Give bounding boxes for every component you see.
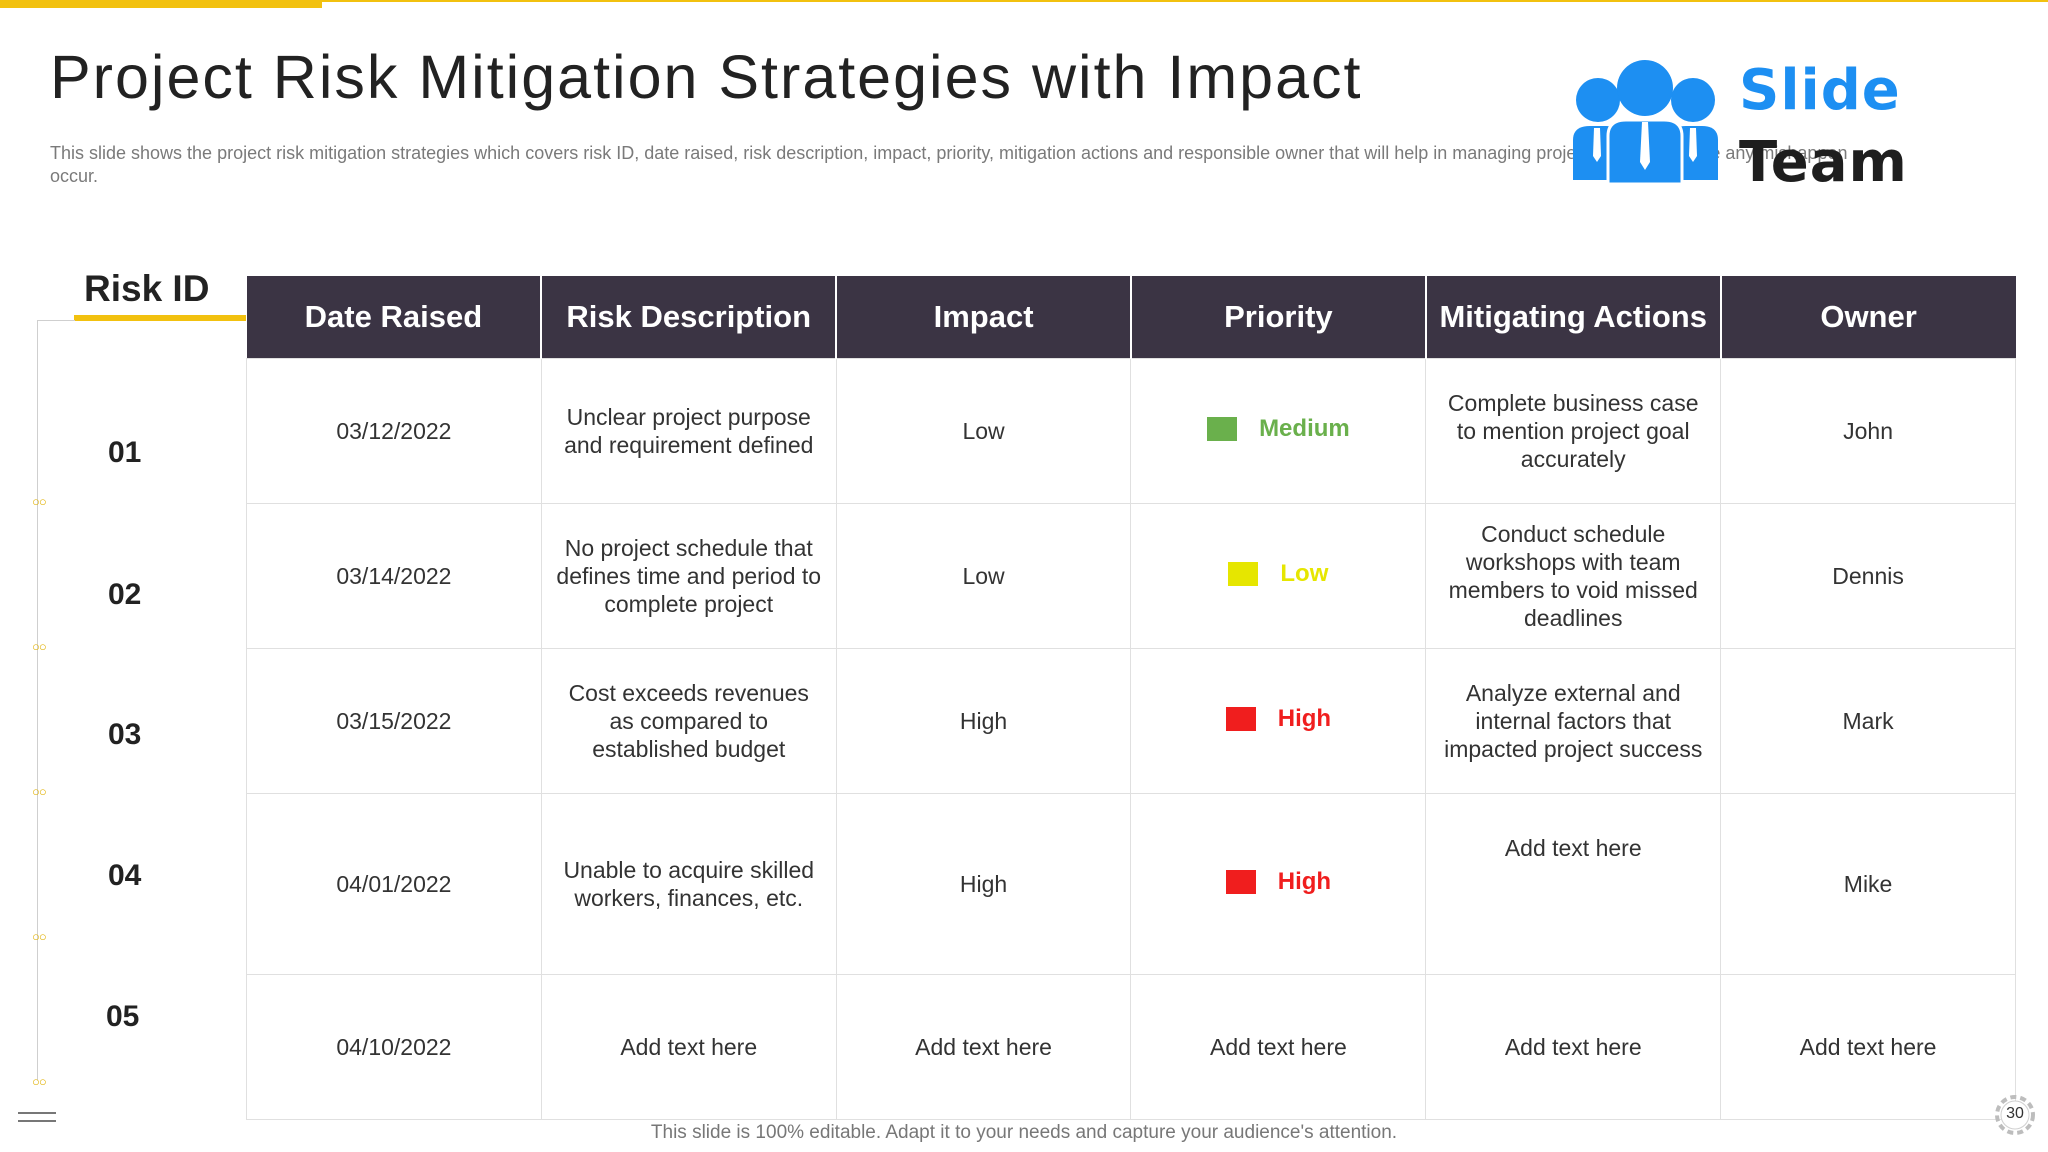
risk-table: Date Raised Risk Description Impact Prio… xyxy=(246,276,2016,1120)
cell-owner: Mark xyxy=(1720,648,2016,794)
cell-impact: Low xyxy=(835,503,1132,649)
cell-action: Analyze external and internal factors th… xyxy=(1425,648,1722,794)
priority-color-square xyxy=(1228,562,1259,586)
timeline-dots: ○○ xyxy=(32,929,47,944)
page-number-badge: 30 xyxy=(1990,1090,2040,1140)
logo-text-team: Team xyxy=(1739,130,1908,195)
gear-icon xyxy=(1995,1095,2035,1135)
cell-priority: Low xyxy=(1130,503,1427,649)
col-header-owner: Owner xyxy=(1719,276,2016,359)
cell-action: Add text here xyxy=(1425,974,1722,1120)
risk-id-05: 05 xyxy=(106,1000,140,1033)
cell-date: 04/01/2022 xyxy=(246,793,542,975)
priority-indicator: High xyxy=(1225,705,1332,733)
cell-action: Complete business case to mention projec… xyxy=(1425,358,1722,504)
table-row: 03/12/2022 Unclear project purpose and r… xyxy=(246,358,2016,504)
risk-id-03: 03 xyxy=(108,718,142,751)
team-people-icon xyxy=(1573,60,1718,186)
risk-id-timeline xyxy=(37,320,38,1080)
risk-id-04: 04 xyxy=(108,859,142,892)
top-accent-bar xyxy=(0,0,322,8)
timeline-dots: ○○ xyxy=(32,639,47,654)
risk-id-01: 01 xyxy=(108,436,142,469)
col-header-impact: Impact xyxy=(835,276,1131,359)
table-row: 04/01/2022 Unable to acquire skilled wor… xyxy=(246,793,2016,975)
cell-priority: High xyxy=(1130,793,1427,975)
slideteam-logo: Slide Team xyxy=(1568,52,1907,200)
table-row: 04/10/2022 Add text here Add text here A… xyxy=(246,974,2016,1120)
cell-description: No project schedule that defines time an… xyxy=(540,503,837,649)
cell-impact: High xyxy=(835,793,1132,975)
cell-date: 03/15/2022 xyxy=(246,648,542,794)
col-header-date: Date Raised xyxy=(246,276,542,359)
top-accent-line xyxy=(322,0,2048,2)
priority-label: High xyxy=(1277,705,1332,732)
priority-label: Medium xyxy=(1259,415,1350,442)
priority-color-square xyxy=(1225,870,1256,894)
cell-date: 03/12/2022 xyxy=(246,358,542,504)
cell-priority: Add text here xyxy=(1130,974,1427,1120)
table-header-row: Date Raised Risk Description Impact Prio… xyxy=(246,276,2016,359)
cell-owner: John xyxy=(1720,358,2016,504)
col-header-description: Risk Description xyxy=(540,276,837,359)
cell-priority: Medium xyxy=(1130,358,1427,504)
cell-owner: Mike xyxy=(1720,793,2016,975)
timeline-end-marker xyxy=(18,1112,56,1122)
cell-description: Unable to acquire skilled workers, finan… xyxy=(540,793,837,975)
col-header-actions: Mitigating Actions xyxy=(1424,276,1721,359)
priority-color-square xyxy=(1225,707,1256,731)
cell-impact: High xyxy=(835,648,1132,794)
cell-date: 03/14/2022 xyxy=(246,503,542,649)
cell-owner: Add text here xyxy=(1720,974,2016,1120)
risk-id-connector xyxy=(37,320,75,321)
cell-impact: Add text here xyxy=(835,974,1132,1120)
cell-impact: Low xyxy=(835,358,1132,504)
cell-action: Add text here xyxy=(1425,793,1722,975)
cell-description: Cost exceeds revenues as compared to est… xyxy=(540,648,837,794)
risk-id-underline xyxy=(74,315,246,321)
col-header-priority: Priority xyxy=(1129,276,1426,359)
priority-indicator: High xyxy=(1225,868,1332,896)
logo-text-slide: Slide xyxy=(1739,58,1901,123)
table-row: 03/15/2022 Cost exceeds revenues as comp… xyxy=(246,648,2016,794)
priority-label: Low xyxy=(1280,560,1329,587)
table-row: 03/14/2022 No project schedule that defi… xyxy=(246,503,2016,649)
cell-description: Add text here xyxy=(540,974,837,1120)
cell-date: 04/10/2022 xyxy=(246,974,542,1120)
priority-label: High xyxy=(1277,868,1332,895)
timeline-dots: ○○ xyxy=(32,494,47,509)
cell-priority: High xyxy=(1130,648,1427,794)
cell-owner: Dennis xyxy=(1720,503,2016,649)
risk-id-header: Risk ID xyxy=(84,268,210,309)
timeline-dots: ○○ xyxy=(32,784,47,799)
timeline-dots: ○○ xyxy=(32,1074,47,1089)
risk-id-02: 02 xyxy=(108,578,142,611)
action-text: Complete business case to mention projec… xyxy=(1447,390,1699,472)
cell-description: Unclear project purpose and requirement … xyxy=(540,358,837,504)
footer-note: This slide is 100% editable. Adapt it to… xyxy=(650,1122,1398,1143)
page-number: 30 xyxy=(2006,1105,2024,1122)
cell-action: Conduct schedule workshops with team mem… xyxy=(1425,503,1722,649)
page-subtitle: This slide shows the project risk mitiga… xyxy=(50,143,1848,186)
priority-indicator: Low xyxy=(1228,560,1328,588)
page-title: Project Risk Mitigation Strategies with … xyxy=(50,43,1363,111)
priority-color-square xyxy=(1207,417,1238,441)
priority-indicator: Medium xyxy=(1207,415,1350,443)
